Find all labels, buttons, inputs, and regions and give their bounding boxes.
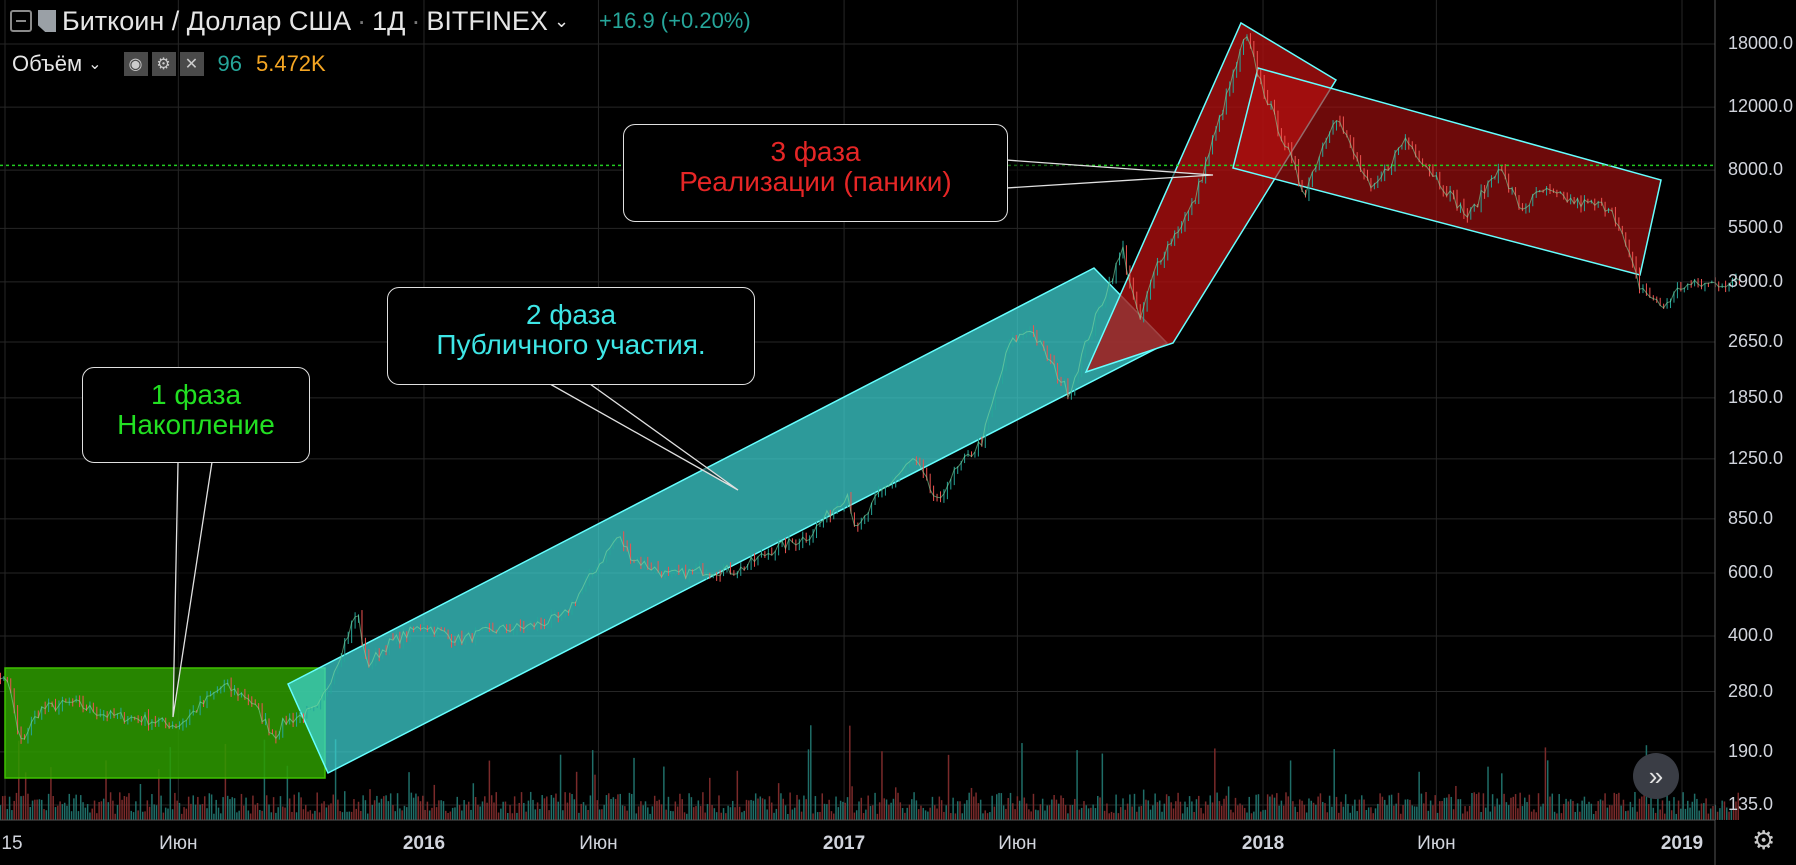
collapse-icon[interactable] xyxy=(10,10,32,32)
price-line xyxy=(0,35,1740,740)
time-axis-tick-label: 2016 xyxy=(402,833,446,854)
price-axis-tick-label: 5500.0 xyxy=(1728,217,1784,238)
price-axis-tick-label: 190.0 xyxy=(1728,740,1774,761)
double-chevron-right-icon: » xyxy=(1648,760,1664,791)
phase1-title: 1 фаза xyxy=(150,379,242,410)
separator-dot: · xyxy=(411,5,421,36)
eye-icon[interactable]: ◉ xyxy=(123,52,148,76)
phase3-callout: 3 фаза Реализации (паники) xyxy=(623,124,1008,222)
scroll-to-realtime-button[interactable]: » xyxy=(1633,753,1679,799)
price-change: +16.9 (+0.20%) xyxy=(599,8,751,33)
separator-dot: · xyxy=(357,5,367,36)
phase2-title: 2 фаза xyxy=(525,299,617,330)
symbol-name[interactable]: Биткоин / Доллар США xyxy=(62,5,352,36)
volume-bars xyxy=(0,725,1739,820)
time-axis-tick-label: 2018 xyxy=(1241,833,1285,854)
exchange-label[interactable]: BITFINEX xyxy=(426,5,548,36)
symbol-flag-icon xyxy=(38,10,56,32)
phase3-title: 3 фаза xyxy=(770,136,861,167)
time-axis-tick-label: 2017 xyxy=(822,833,866,854)
time-axis-tick-label: 2019 xyxy=(1660,833,1704,854)
chevron-down-icon[interactable]: ⌄ xyxy=(88,56,102,73)
symbol-header: Биткоин / Доллар США · 1Д · BITFINEX ⌄ +… xyxy=(10,4,751,38)
phase2-subtitle: Публичного участия. xyxy=(436,329,706,360)
price-axis-tick-label: 280.0 xyxy=(1728,680,1774,701)
price-axis-tick-label: 12000.0 xyxy=(1728,96,1794,117)
time-axis-tick-label: Июн xyxy=(998,833,1037,854)
price-axis-tick-label: 8000.0 xyxy=(1728,159,1784,180)
volume-value: 96 xyxy=(217,51,242,76)
interval-label[interactable]: 1Д xyxy=(372,5,406,36)
phase1-accumulation-zone xyxy=(4,667,326,779)
price-axis-tick-label: 400.0 xyxy=(1728,625,1774,646)
price-axis-tick-label: 850.0 xyxy=(1728,507,1774,528)
price-axis-tick-label: 2650.0 xyxy=(1728,330,1784,351)
price-axis-tick-label: 1250.0 xyxy=(1728,447,1784,468)
time-axis-tick-label: Июн xyxy=(159,833,198,854)
phase2-callout-pointer xyxy=(547,383,739,491)
gear-icon[interactable]: ⚙ xyxy=(151,52,176,76)
price-series xyxy=(0,33,1740,744)
time-axis-tick-label: 15 xyxy=(1,833,23,854)
chevron-down-icon[interactable]: ⌄ xyxy=(553,10,570,31)
price-axis-tick-label: 3900.0 xyxy=(1728,270,1784,291)
phase1-subtitle: Накопление xyxy=(117,409,275,440)
phase2-callout: 2 фаза Публичного участия. xyxy=(387,287,755,385)
volume-label[interactable]: Объём xyxy=(12,51,83,76)
downtrend-channel xyxy=(1232,67,1662,276)
phase1-callout: 1 фаза Накопление xyxy=(82,367,310,463)
price-axis-tick-label: 600.0 xyxy=(1728,561,1774,582)
close-icon[interactable]: ✕ xyxy=(179,52,204,76)
callout-pointers xyxy=(172,159,1214,718)
price-axis-tick-label: 18000.0 xyxy=(1728,33,1794,53)
volume-ma-value: 5.472K xyxy=(255,51,326,76)
phase3-subtitle: Реализации (паники) xyxy=(679,166,952,197)
time-axis-tick-label: Июн xyxy=(579,833,618,854)
phase3-panic-zone xyxy=(1084,21,1338,374)
price-axis-tick-label: 1850.0 xyxy=(1728,386,1784,407)
chart-settings-gear-icon[interactable]: ⚙ xyxy=(1752,825,1776,855)
time-axis-tick-label: Июн xyxy=(1417,833,1456,854)
price-axis-tick-label: 135.0 xyxy=(1728,794,1774,814)
volume-header: Объём ⌄ ◉ ⚙ ✕ 96 5.472K xyxy=(12,48,326,80)
